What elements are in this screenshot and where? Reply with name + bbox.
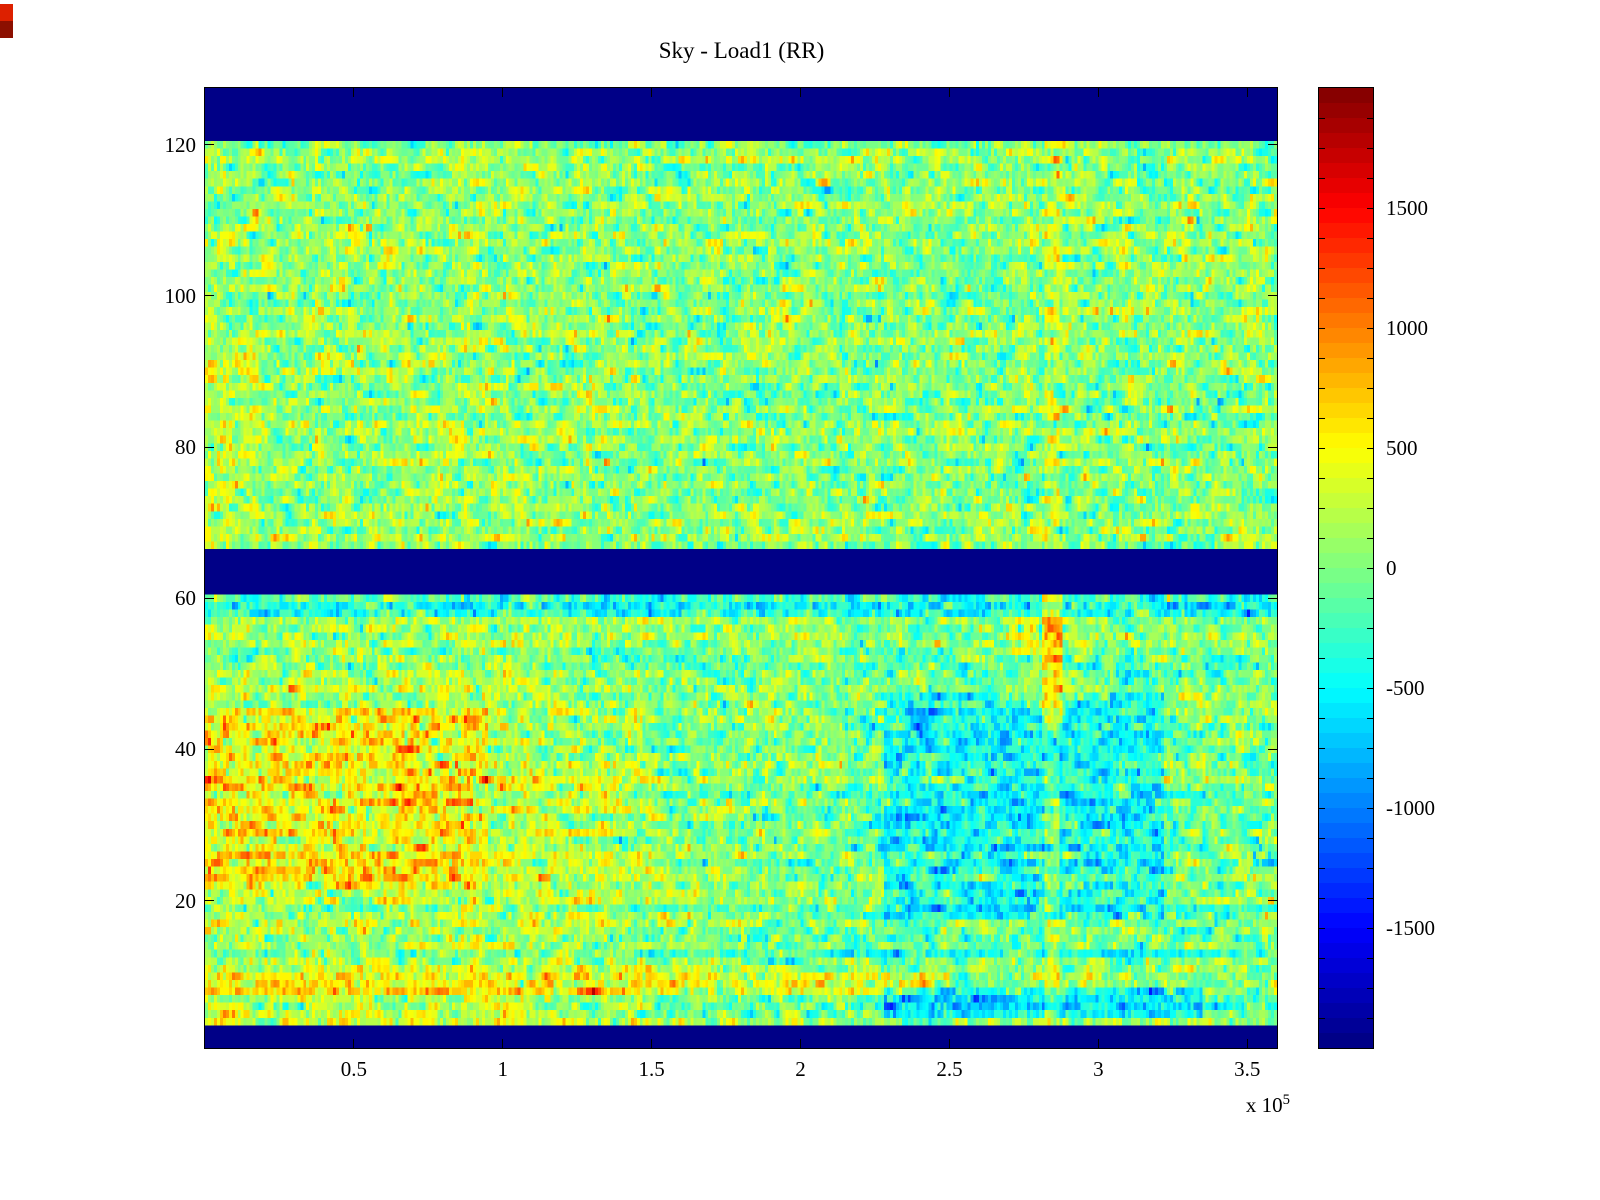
colorbar-tick-label: -1000	[1386, 796, 1435, 820]
colorbar-tick-label: 1000	[1386, 316, 1428, 340]
x-axis-exponent-label: x 105	[1150, 1092, 1290, 1118]
colorbar	[1318, 87, 1374, 1049]
colorbar-tick-label: 1500	[1386, 196, 1428, 220]
y-tick-label: 80	[175, 435, 196, 460]
x-tick-label: 2.5	[936, 1057, 963, 1081]
screen-edge-artifact	[0, 4, 13, 38]
colorbar-tick-label: 500	[1386, 436, 1418, 460]
x-exponent-power: 5	[1282, 1092, 1290, 1108]
heatmap-canvas	[205, 88, 1277, 1048]
x-tick-label: 1	[497, 1057, 509, 1081]
colorbar-tick-label: -1500	[1386, 916, 1435, 940]
y-tick-label: 40	[175, 737, 196, 762]
plot-area	[204, 87, 1278, 1049]
x-tick-label: 3.5	[1234, 1057, 1261, 1081]
x-exponent-base: x 10	[1245, 1093, 1283, 1117]
x-tick-label: 2	[795, 1057, 806, 1081]
x-tick-label: 1.5	[638, 1057, 665, 1081]
artifact-bottom-segment	[0, 21, 13, 38]
colorbar-tick-label: -500	[1386, 676, 1425, 700]
x-tick-label: 3	[1093, 1057, 1104, 1081]
artifact-top-segment	[0, 4, 13, 21]
colorbar-tick-label: 0	[1386, 556, 1397, 580]
y-tick-label: 20	[175, 888, 196, 913]
y-tick-label: 120	[164, 132, 197, 157]
chart-title: Sky - Load1 (RR)	[658, 38, 825, 63]
x-tick-label: 0.5	[340, 1057, 367, 1081]
y-tick-label: 100	[164, 283, 197, 308]
colorbar-canvas	[1319, 88, 1373, 1048]
y-tick-label: 60	[175, 586, 196, 611]
